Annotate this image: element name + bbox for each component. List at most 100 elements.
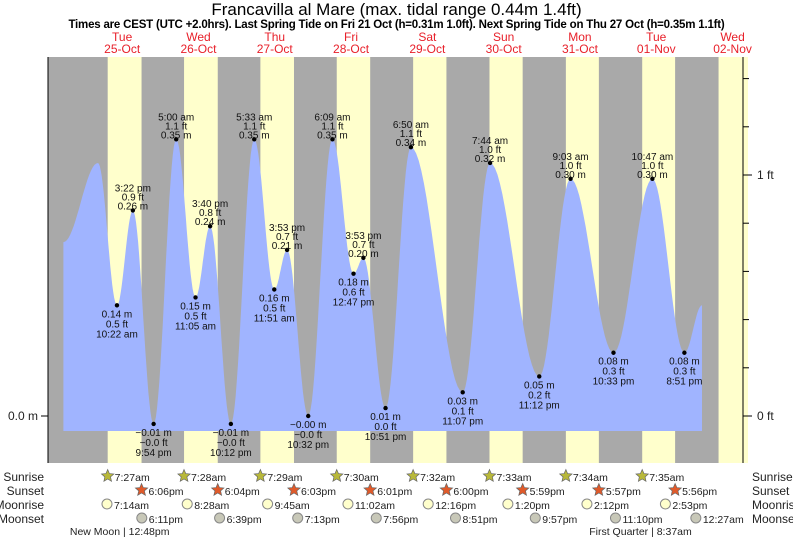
row-label-sunset-right: Sunset	[752, 484, 790, 498]
date-label: 27-Oct	[257, 42, 294, 56]
tide-height-ft-label: 0.3 ft	[673, 367, 695, 378]
high-tide-point	[650, 176, 655, 181]
tide-height-m-label: 0.24 m	[195, 217, 226, 228]
tide-height-m-label: 0.05 m	[524, 380, 555, 391]
moonrise-icon	[502, 498, 514, 510]
tide-height-ft-label: 0.7 ft	[352, 240, 374, 251]
moonrise-time: 2:53pm	[672, 500, 707, 512]
sunrise-time: 7:28am	[191, 472, 226, 484]
tide-time-label: 7:44 am	[472, 136, 508, 147]
sunrise-icon	[482, 468, 497, 483]
low-tide-point	[114, 303, 120, 308]
tide-time-label: 11:07 pm	[442, 416, 483, 427]
low-tide-point	[460, 390, 465, 395]
low-tide-point	[383, 405, 388, 411]
moonrise-icon	[659, 498, 671, 510]
tide-height-ft-label: 0.0 ft	[374, 422, 396, 433]
moonrise-icon	[101, 498, 113, 510]
sunrise-icon	[329, 468, 344, 483]
tide-time-label: 3:53 pm	[345, 231, 381, 242]
low-tide-point	[682, 350, 687, 355]
tide-time-label: 8:51 pm	[666, 377, 702, 388]
day-of-week-label: Tue	[646, 30, 667, 44]
day-of-week-label: Thu	[264, 30, 285, 44]
tide-time-label: 10:12 pm	[210, 448, 252, 459]
high-tide-point	[487, 160, 493, 166]
sunrise-time: 7:34am	[573, 472, 608, 484]
sunrise-icon	[406, 468, 421, 483]
tide-height-m-label: −0.01 m	[135, 428, 171, 439]
moonset-time: 11:10pm	[622, 514, 662, 526]
moonrise-icon	[181, 498, 193, 510]
right-axis-label: 1 ft	[757, 168, 774, 182]
tide-height-ft-label: 1.1 ft	[165, 121, 187, 132]
tide-height-m-label: 0.08 m	[669, 357, 700, 368]
sunset-time: 5:59pm	[530, 486, 565, 498]
tide-time-label: 11:51 am	[254, 313, 295, 324]
moonrise-time: 11:02am	[355, 500, 395, 512]
tide-time-label: 10:32 pm	[287, 440, 329, 451]
moonrise-icon	[342, 498, 354, 510]
sunrise-time: 7:29am	[267, 472, 302, 484]
low-tide-point	[228, 421, 234, 427]
date-label: 31-Oct	[562, 42, 599, 56]
tide-height-m-label: 0.35 m	[239, 130, 270, 141]
high-tide-point	[252, 137, 257, 142]
tide-height-ft-label: 0.3 ft	[602, 367, 624, 378]
date-label: 29-Oct	[409, 42, 446, 56]
sunset-time: 6:04pm	[225, 486, 260, 498]
tide-height-m-label: 0.21 m	[272, 241, 303, 252]
sunset-icon	[439, 482, 454, 497]
moonrise-icon	[422, 498, 434, 510]
tide-time-label: 6:50 am	[393, 120, 429, 131]
moonset-icon	[136, 512, 148, 524]
day-of-week-label: Mon	[568, 30, 591, 44]
tide-time-label: 10:33 pm	[593, 377, 635, 388]
moonset-time: 9:57pm	[542, 514, 577, 526]
date-label: 02-Nov	[713, 42, 752, 56]
tide-time-label: 6:09 am	[314, 112, 350, 123]
moonset-time: 6:39pm	[227, 514, 262, 526]
moonrise-icon	[581, 498, 593, 510]
tide-time-label: 9:54 pm	[136, 448, 172, 459]
sunrise-icon	[558, 468, 573, 483]
sunset-icon	[210, 482, 225, 497]
sunrise-time: 7:33am	[497, 472, 532, 484]
chart-title: Francavilla al Mare (max. tidal range 0.…	[211, 0, 582, 19]
tide-time-label: 12:47 pm	[333, 298, 375, 309]
day-of-week-label: Wed	[186, 30, 210, 44]
tide-height-m-label: 0.16 m	[259, 293, 290, 304]
moon-phase-label: New Moon | 12:48pm	[70, 526, 170, 538]
sunrise-time: 7:27am	[115, 472, 150, 484]
high-tide-point	[173, 137, 179, 142]
tide-height-m-label: 0.30 m	[555, 170, 586, 181]
moonset-icon	[370, 512, 382, 524]
tide-height-ft-label: 1.0 ft	[479, 145, 501, 156]
high-tide-point	[207, 224, 213, 229]
row-label-sunset: Sunset	[7, 484, 45, 498]
high-tide-point	[284, 247, 290, 253]
row-label-moonset-right: Moonset	[752, 512, 793, 526]
moonset-time: 7:13pm	[305, 514, 340, 526]
tide-height-ft-label: 0.7 ft	[276, 232, 298, 243]
sunset-time: 6:03pm	[301, 486, 336, 498]
high-tide-point	[361, 255, 366, 261]
high-tide-point	[408, 144, 414, 150]
sunset-icon	[363, 482, 378, 497]
sunrise-time: 7:35am	[649, 472, 684, 484]
date-label: 30-Oct	[486, 42, 523, 56]
sunrise-time: 7:32am	[420, 472, 455, 484]
tide-time-label: 11:12 pm	[519, 400, 560, 411]
tide-height-m-label: 0.20 m	[348, 249, 379, 260]
day-of-week-label: Tue	[112, 30, 133, 44]
tide-height-m-label: 0.15 m	[180, 301, 211, 312]
tide-height-ft-label: 0.5 ft	[263, 303, 285, 314]
tide-time-label: 5:00 am	[158, 112, 194, 123]
moonrise-icon	[262, 498, 274, 510]
tide-height-ft-label: 0.9 ft	[122, 192, 144, 203]
tide-time-label: 10:51 pm	[365, 432, 407, 443]
row-label-sunrise-right: Sunrise	[752, 470, 793, 484]
tide-height-ft-label: 1.0 ft	[559, 161, 581, 172]
moonrise-time: 12:16pm	[435, 500, 476, 512]
row-label-moonset: Moonset	[0, 512, 45, 526]
